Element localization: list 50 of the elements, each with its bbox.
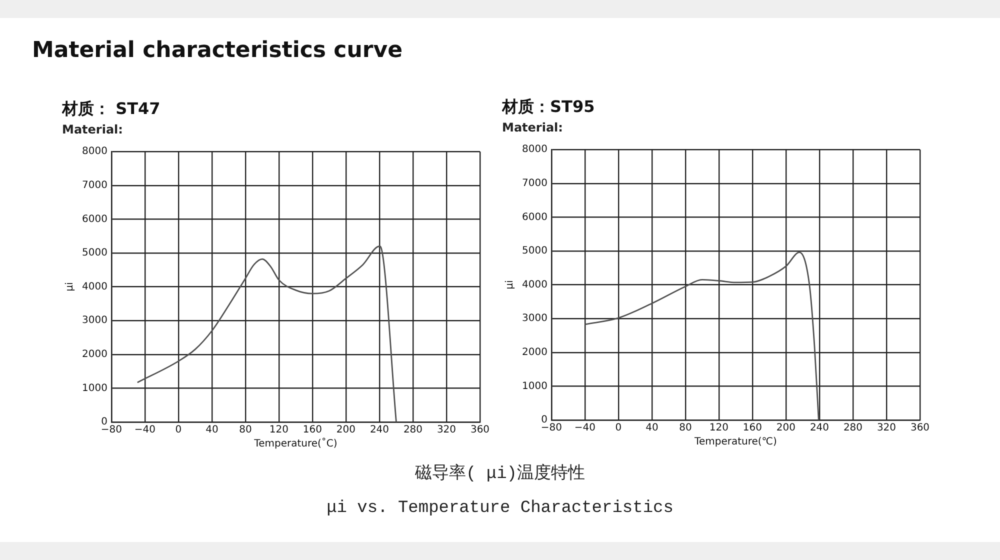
- chart-subtitle: Material:: [502, 120, 563, 135]
- x-tick-label: 320: [876, 422, 896, 434]
- y-axis-title: μi: [504, 280, 516, 290]
- x-tick-label: 40: [646, 422, 658, 434]
- y-tick-label: 2000: [522, 346, 548, 358]
- x-tick-label: 280: [843, 422, 863, 434]
- x-tick-label: 120: [269, 424, 289, 436]
- y-tick-label: 4000: [82, 281, 108, 292]
- text: Material characteristics curve: [32, 38, 402, 63]
- x-tick-label: 80: [679, 422, 692, 434]
- x-tick-label: 240: [810, 422, 830, 434]
- y-axis-title: μi: [64, 282, 76, 292]
- x-tick-label: 40: [206, 424, 218, 436]
- line-series: [136, 246, 397, 422]
- y-tick-label: 5000: [82, 248, 108, 259]
- x-tick-label: 160: [742, 422, 762, 434]
- x-tick-label: −40: [574, 422, 596, 434]
- x-tick-label: 0: [615, 422, 622, 434]
- x-tick-label: 280: [403, 424, 423, 436]
- x-tick-label: 80: [239, 424, 252, 436]
- text: 磁导率( μi)温度特性: [414, 462, 586, 486]
- y-tick-label: 8000: [522, 144, 548, 156]
- x-axis-title: Temperature(˚C): [253, 438, 338, 450]
- y-tick-label: 2000: [82, 348, 108, 360]
- y-tick-label: 4000: [522, 279, 548, 290]
- x-tick-label: −80: [100, 424, 122, 436]
- y-tick-label: 8000: [82, 146, 108, 158]
- chart-subtitle: Material:: [62, 122, 123, 137]
- x-tick-label: 320: [436, 424, 456, 436]
- y-tick-label: 7000: [82, 180, 108, 191]
- x-tick-label: 360: [910, 422, 930, 434]
- x-axis-title: Temperature(℃): [694, 436, 778, 448]
- x-tick-label: 240: [370, 424, 390, 436]
- y-tick-label: 6000: [522, 212, 548, 223]
- text: μi vs. Temperature Characteristics: [326, 498, 674, 520]
- y-tick-label: 6000: [82, 214, 108, 225]
- x-tick-label: 200: [776, 422, 796, 434]
- x-tick-label: 200: [336, 424, 356, 436]
- x-tick-label: 120: [709, 422, 729, 434]
- line-series: [584, 252, 820, 420]
- y-tick-label: 5000: [522, 246, 548, 257]
- x-tick-label: 0: [175, 424, 182, 436]
- y-tick-label: 1000: [522, 380, 548, 392]
- y-tick-label: 3000: [522, 313, 548, 324]
- x-tick-label: 160: [302, 424, 322, 436]
- y-tick-label: 3000: [82, 315, 108, 326]
- y-tick-label: 7000: [522, 178, 548, 189]
- x-tick-label: −40: [134, 424, 156, 436]
- x-tick-label: 360: [470, 424, 490, 436]
- y-tick-label: 1000: [82, 382, 108, 394]
